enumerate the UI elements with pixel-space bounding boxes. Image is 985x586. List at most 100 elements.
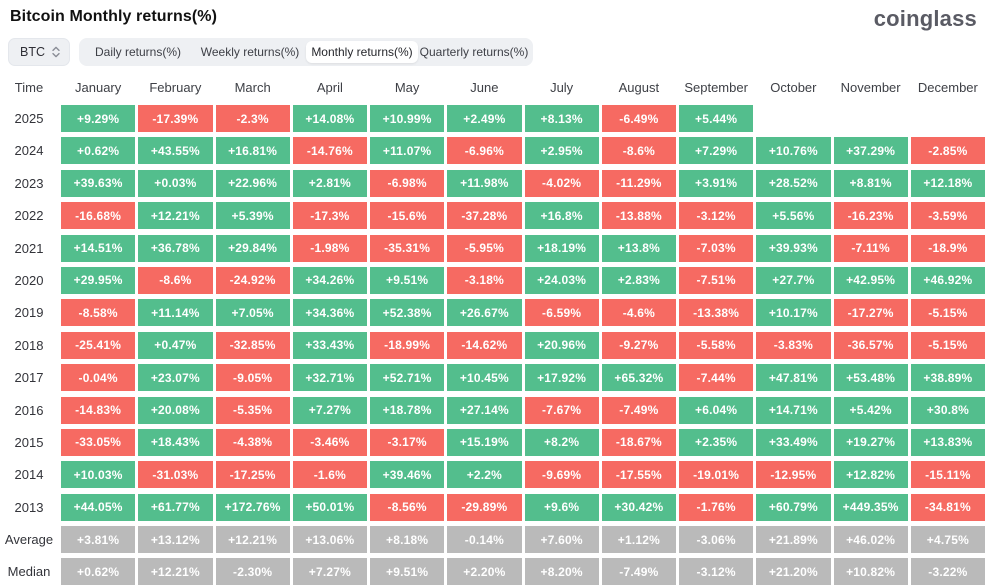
- return-cell: -5.95%: [447, 234, 522, 262]
- return-cell: -32.85%: [215, 331, 290, 359]
- row-label: 2013: [14, 499, 44, 515]
- return-cell: +11.14%: [138, 299, 213, 327]
- table-row-2014: 2014 +10.03% -31.03% -17.25% -1.6% +39.46% +2.…: [0, 461, 985, 489]
- return-cell: +10.82%: [833, 558, 908, 586]
- return-cell: -15.11%: [910, 461, 985, 489]
- return-cell: -25.41%: [61, 331, 136, 359]
- return-cell: +10.99%: [370, 105, 445, 132]
- column-header-march: March: [234, 79, 271, 95]
- tab-weekly[interactable]: Weekly returns(%): [194, 41, 306, 63]
- return-cell: +11.07%: [370, 137, 445, 165]
- table-row-2017: 2017 -0.04% +23.07% -9.05% +32.71% +52.71% +10…: [0, 364, 985, 392]
- return-cell: -6.96%: [447, 137, 522, 165]
- return-cell: -1.76%: [679, 493, 754, 521]
- table-row-average: Average +3.81% +13.12% +12.21% +13.06% +8.18%…: [0, 526, 985, 554]
- page-title: Bitcoin Monthly returns(%): [10, 8, 218, 25]
- return-cell: -7.51%: [679, 266, 754, 294]
- return-cell: -34.81%: [910, 493, 985, 521]
- return-cell: +7.27%: [292, 558, 367, 586]
- tab-daily[interactable]: Daily returns(%): [82, 41, 194, 63]
- tab-quarterly[interactable]: Quarterly returns(%): [418, 41, 530, 63]
- row-label: 2024: [14, 143, 44, 159]
- return-cell: -0.14%: [447, 526, 522, 554]
- return-cell: +21.20%: [756, 558, 831, 586]
- return-cell: +3.81%: [61, 526, 136, 554]
- return-cell: +10.45%: [447, 364, 522, 392]
- return-cell: -5.58%: [679, 331, 754, 359]
- return-cell: +10.76%: [756, 137, 831, 165]
- return-cell: -8.6%: [138, 266, 213, 294]
- return-cell: -18.99%: [370, 331, 445, 359]
- return-cell: +27.14%: [447, 396, 522, 424]
- return-cell: +43.55%: [138, 137, 213, 165]
- return-cell: -8.58%: [61, 299, 136, 327]
- return-cell: -14.83%: [61, 396, 136, 424]
- return-cell: -18.67%: [601, 428, 676, 456]
- return-cell: +2.49%: [447, 105, 522, 132]
- return-cell: +30.8%: [910, 396, 985, 424]
- return-cell: -1.98%: [292, 234, 367, 262]
- return-cell: +2.20%: [447, 558, 522, 586]
- return-cell: +1.12%: [601, 526, 676, 554]
- return-cell: +8.81%: [833, 169, 908, 197]
- return-cell: +0.62%: [61, 558, 136, 586]
- return-cell: +39.63%: [61, 169, 136, 197]
- return-cell: +33.49%: [756, 428, 831, 456]
- tab-monthly[interactable]: Monthly returns(%): [306, 41, 418, 63]
- return-cell: -12.95%: [756, 461, 831, 489]
- return-cell: -3.46%: [292, 428, 367, 456]
- return-cell: +14.08%: [292, 105, 367, 132]
- return-cell: +61.77%: [138, 493, 213, 521]
- return-cell: +6.04%: [679, 396, 754, 424]
- row-label: 2015: [14, 434, 44, 450]
- return-cell: +26.67%: [447, 299, 522, 327]
- return-cell: +7.29%: [679, 137, 754, 165]
- return-cell: -0.04%: [61, 364, 136, 392]
- return-cell: -24.92%: [215, 266, 290, 294]
- return-cell: +28.52%: [756, 169, 831, 197]
- return-cell: +5.56%: [756, 202, 831, 230]
- return-cell: +9.51%: [370, 266, 445, 294]
- return-cell: -11.29%: [601, 169, 676, 197]
- return-cell: +8.13%: [524, 105, 599, 132]
- return-cell: +2.95%: [524, 137, 599, 165]
- column-header-april: April: [316, 79, 343, 95]
- return-cell: -5.15%: [910, 331, 985, 359]
- returns-table: Time January February March April May June July…: [0, 72, 985, 586]
- return-cell: +20.08%: [138, 396, 213, 424]
- row-label: 2025: [14, 111, 44, 126]
- return-cell: +52.38%: [370, 299, 445, 327]
- return-cell: +60.79%: [756, 493, 831, 521]
- return-cell: -19.01%: [679, 461, 754, 489]
- return-cell: +37.29%: [833, 137, 908, 165]
- column-header-july: July: [550, 79, 574, 95]
- return-cell: +44.05%: [61, 493, 136, 521]
- return-cell: +8.18%: [370, 526, 445, 554]
- column-header-june: June: [470, 79, 499, 95]
- table-row-median: Median +0.62% +12.21% -2.30% +7.27% +9.51% +2.…: [0, 558, 985, 586]
- row-label: 2021: [14, 240, 44, 256]
- return-cell: +33.43%: [292, 331, 367, 359]
- return-cell: +10.17%: [756, 299, 831, 327]
- column-header-february: February: [149, 79, 202, 95]
- return-cell: +36.78%: [138, 234, 213, 262]
- return-cell: +449.35%: [833, 493, 908, 521]
- return-cell: -4.02%: [524, 169, 599, 197]
- return-cell: +0.62%: [61, 137, 136, 165]
- return-cell: -6.59%: [524, 299, 599, 327]
- return-cell: -6.98%: [370, 169, 445, 197]
- table-row-2025: 2025 +9.29% -17.39% -2.3% +14.08% +10.99% +2.4…: [0, 105, 985, 132]
- return-cell: +38.89%: [910, 364, 985, 392]
- table-body: 2025 +9.29% -17.39% -2.3% +14.08% +10.99% +2.4…: [0, 105, 985, 586]
- symbol-select[interactable]: BTC: [8, 38, 70, 66]
- return-cell: -7.03%: [679, 234, 754, 262]
- return-cell: +32.71%: [292, 364, 367, 392]
- return-cell: -29.89%: [447, 493, 522, 521]
- return-cell: -8.6%: [601, 137, 676, 165]
- return-cell: -17.27%: [833, 299, 908, 327]
- return-cell: +9.6%: [524, 493, 599, 521]
- return-cell: +2.83%: [601, 266, 676, 294]
- return-cell: +3.91%: [679, 169, 754, 197]
- return-cell: -17.39%: [138, 105, 213, 132]
- return-cell: +14.51%: [61, 234, 136, 262]
